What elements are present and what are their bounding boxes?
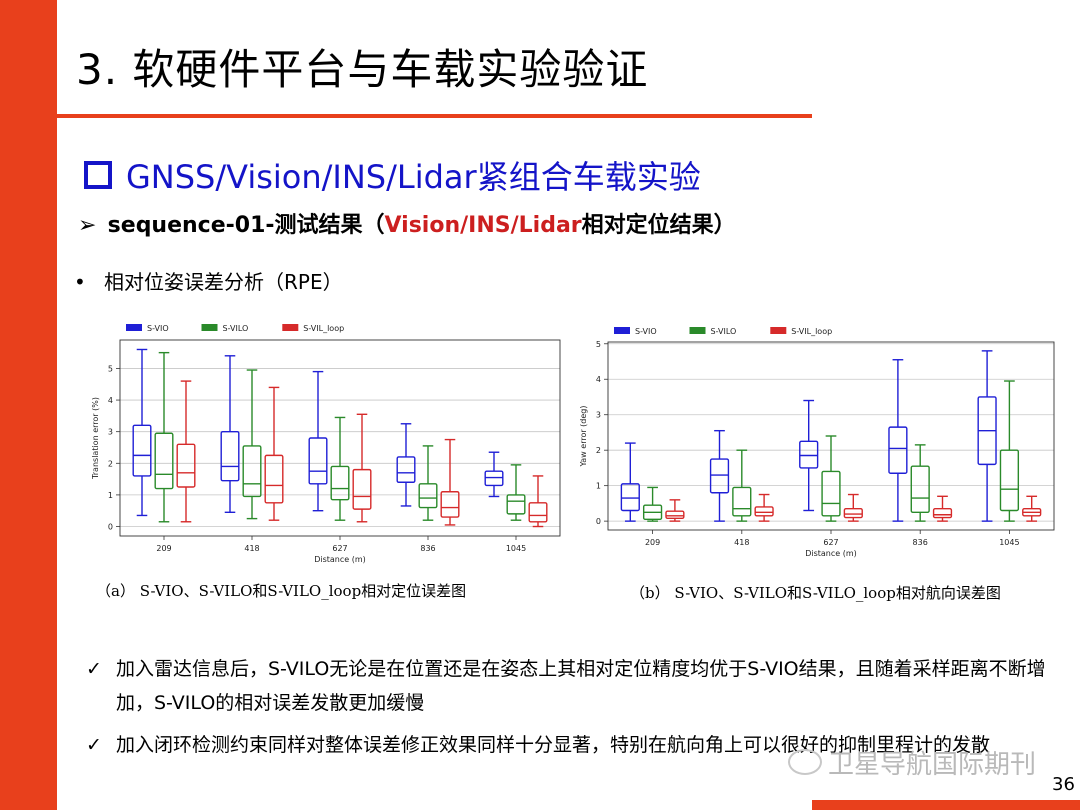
box-iqr	[506, 494, 526, 515]
subheading-highlight: Vision/INS/Lidar	[384, 213, 582, 238]
box-iqr	[330, 465, 350, 501]
x-tick-label: 627	[332, 544, 347, 553]
translation-error-chart: 0 1 2 3 4 5 209 418 627 836 1045 Distance (m) Transl…	[84, 312, 574, 568]
yaw-error-plot: 0 1 2 3 4 5 209 418 627 836 1045 Distance (m) Yaw er…	[579, 327, 1055, 558]
legend-swatch	[282, 324, 299, 331]
box-iqr	[528, 502, 548, 523]
legend-label: S-VIL_loop	[791, 327, 832, 336]
box-iqr	[821, 470, 841, 517]
x-tick-label: 418	[734, 538, 749, 547]
box-iqr	[910, 465, 930, 513]
rpe-bullet: • 相对位姿误差分析（RPE）	[74, 266, 343, 295]
y-tick-label: 5	[108, 364, 113, 373]
y-tick-label: 3	[108, 428, 113, 437]
box-iqr	[709, 458, 730, 494]
watermark: 卫星导航国际期刊	[788, 744, 1036, 781]
y-tick-label: 1	[596, 482, 601, 491]
y-tick-label: 3	[596, 411, 601, 420]
legend-swatch	[770, 327, 787, 334]
box-iqr	[418, 483, 438, 509]
box-iqr	[732, 486, 752, 517]
watermark-text: 卫星导航国际期刊	[828, 750, 1037, 780]
box-iqr	[888, 426, 908, 474]
box-iqr	[352, 468, 372, 510]
legend-swatch	[614, 327, 630, 334]
y-tick-label: 4	[108, 396, 113, 405]
check-item-1: ✓ 加入雷达信息后，S-VILO无论是在位置还是在姿态上其相对定位精度均优于S-…	[86, 652, 1046, 720]
x-tick-label: 418	[244, 544, 259, 553]
subheading: ➢ sequence-01-测试结果（Vision/INS/Lidar相对定位结…	[78, 207, 736, 239]
title-underline	[57, 114, 812, 118]
x-tick-label: 836	[913, 538, 928, 547]
box-iqr	[308, 437, 328, 485]
box-iqr	[176, 443, 196, 488]
box-iqr	[396, 456, 416, 483]
section-heading-text: GNSS/Vision/INS/Lidar紧组合车载实验	[126, 158, 701, 196]
box-iqr	[220, 430, 240, 482]
yaw-error-chart: 0 1 2 3 4 5 209 418 627 836 1045 Distance (m) Yaw er…	[562, 322, 1062, 562]
box-iqr	[999, 449, 1020, 512]
y-tick-label: 0	[108, 523, 113, 532]
dot-bullet-icon: •	[74, 270, 86, 294]
y-tick-label: 5	[596, 340, 601, 349]
rpe-bullet-text: 相对位姿误差分析（RPE）	[104, 270, 343, 294]
y-axis-label: Yaw error (deg)	[579, 405, 588, 467]
wechat-icon	[788, 749, 822, 775]
x-tick-label: 1045	[999, 538, 1019, 547]
y-tick-label: 1	[108, 491, 113, 500]
check-item-2-text: 加入闭环检测约束同样对整体误差修正效果同样十分显著，特别在航向角上可以很好的抑制…	[116, 734, 991, 756]
box-iqr	[620, 483, 640, 512]
caption-b: （b） S-VIO、S-VILO和S-VILO_loop相对航向误差图	[630, 584, 1001, 602]
bottom-accent-bar	[812, 800, 1080, 810]
x-tick-label: 209	[156, 544, 171, 553]
y-tick-label: 0	[596, 517, 601, 526]
check-item-2: ✓ 加入闭环检测约束同样对整体误差修正效果同样十分显著，特别在航向角上可以很好的…	[86, 728, 1046, 762]
slide-title: 3. 软硬件平台与车载实验验证	[76, 45, 649, 94]
translation-error-plot: 0 1 2 3 4 5 209 418 627 836 1045 Distance (m) Transl…	[91, 324, 561, 564]
legend-label: S-VILO	[223, 324, 249, 333]
box-iqr	[754, 506, 774, 517]
x-tick-label: 1045	[506, 544, 526, 553]
box-iqr	[642, 504, 663, 521]
x-tick-label: 836	[420, 544, 435, 553]
box-iqr	[440, 491, 460, 518]
arrow-bullet-icon: ➢	[78, 213, 97, 238]
box-iqr	[665, 510, 685, 519]
box-iqr	[484, 470, 504, 487]
checkmark-icon: ✓	[86, 658, 102, 680]
box-iqr	[932, 508, 953, 519]
left-accent-bar	[0, 0, 57, 810]
x-axis-label: Distance (m)	[314, 555, 366, 564]
box-iqr	[799, 440, 819, 469]
x-tick-label: 627	[823, 538, 838, 547]
section-heading: GNSS/Vision/INS/Lidar紧组合车载实验	[84, 152, 701, 198]
square-bullet-icon	[84, 161, 112, 189]
x-axis-label: Distance (m)	[805, 549, 857, 558]
y-tick-label: 2	[108, 459, 113, 468]
box-iqr	[154, 432, 174, 490]
legend-label: S-VIL_loop	[303, 324, 344, 333]
subheading-prefix: sequence-01-测试结果（	[107, 213, 385, 238]
legend-label: S-VILO	[711, 327, 737, 336]
legend-swatch	[126, 324, 142, 331]
box-iqr	[242, 445, 262, 498]
y-tick-label: 2	[596, 446, 601, 455]
caption-a: （a） S-VIO、S-VILO和S-VILO_loop相对定位误差图	[96, 582, 467, 600]
x-tick-label: 209	[645, 538, 660, 547]
legend-swatch	[201, 324, 218, 331]
page-number: 36	[1052, 774, 1075, 795]
legend-label: S-VIO	[147, 324, 169, 333]
box-iqr	[264, 454, 284, 504]
y-tick-label: 4	[596, 375, 601, 384]
check-item-1-text: 加入雷达信息后，S-VILO无论是在位置还是在姿态上其相对定位精度均优于S-VI…	[116, 658, 1046, 714]
legend-swatch	[689, 327, 706, 334]
checkmark-icon: ✓	[86, 734, 102, 756]
subheading-suffix: 相对定位结果）	[581, 213, 736, 238]
legend-label: S-VIO	[635, 327, 657, 336]
box-iqr	[132, 424, 152, 477]
box-iqr	[843, 508, 863, 519]
y-axis-label: Translation error (%)	[91, 397, 100, 480]
